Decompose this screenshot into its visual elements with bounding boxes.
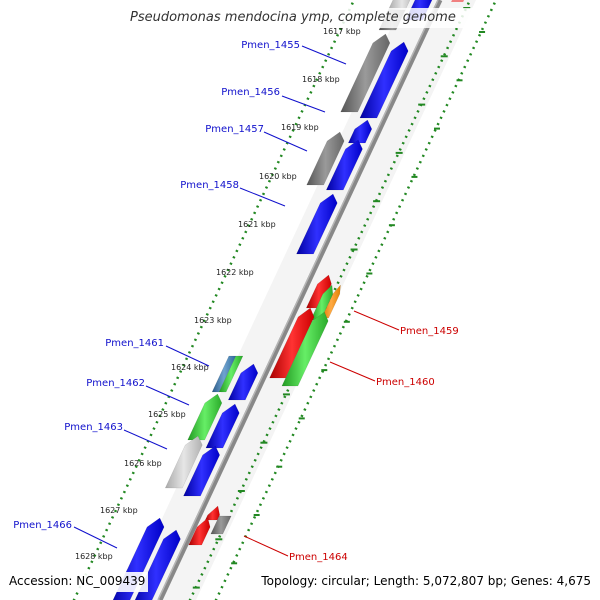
gene-label[interactable]: Pmen_1463 [64,422,123,433]
dotted-track-lines [72,0,498,600]
gene-label[interactable]: Pmen_1458 [180,180,239,191]
gene-label[interactable]: Pmen_1457 [205,124,264,135]
gene-feature-pmen-1464[interactable] [210,515,232,535]
tick-label: 1617 kbp [323,27,361,36]
gene-labels: Pmen_1455 Pmen_1456 Pmen_1457 Pmen_1458 … [13,40,458,563]
genome-backbone-highlight [157,0,439,600]
gene-label[interactable]: Pmen_1462 [86,378,145,389]
tick-label: 1622 kbp [216,268,254,277]
footer-backdrop-right [258,572,596,592]
gene-feature-red[interactable] [188,517,211,546]
tick-label: 1624 kbp [171,363,209,372]
leader-line [243,535,289,557]
leader-line [263,131,308,152]
gene-feature-red[interactable] [204,505,220,521]
tick-labels: 1617 kbp 1618 kbp 1619 kbp 1620 kbp 1621… [75,27,361,561]
leader-line [165,345,210,367]
leader-line [281,95,326,113]
gene-label[interactable]: Pmen_1464 [289,552,348,563]
accession-text: Accession: NC_009439 [9,574,146,588]
gene-feature-blue[interactable] [183,445,220,497]
gene-label[interactable]: Pmen_1455 [241,40,300,51]
gene-label-leaders [73,45,400,557]
tick-label: 1623 kbp [194,316,232,325]
gene-label[interactable]: Pmen_1459 [400,326,459,337]
tick-label: 1625 kbp [148,410,186,419]
title-backdrop [126,8,474,28]
gene-feature-red[interactable] [269,307,315,379]
tick-label: 1627 kbp [100,506,138,515]
gene-feature-green[interactable] [218,355,244,393]
gene-feature-pmen-1455[interactable] [340,33,391,113]
genome-backbone [157,0,443,600]
tick-label: 1626 kbp [124,459,162,468]
leader-line [123,429,168,450]
gene-label[interactable]: Pmen_1460 [376,377,435,388]
gene-label[interactable]: Pmen_1466 [13,520,72,531]
footer-backdrop-left [6,572,148,592]
leader-line [353,310,400,331]
tick-label: 1628 kbp [75,552,113,561]
gene-feature-pmen-1456[interactable] [347,119,373,144]
page-title: Pseudomonas mendocina ymp, complete geno… [130,10,456,25]
leader-line [329,361,376,382]
gene-feature-pmen-1460[interactable] [281,311,329,387]
gene-feature-blue[interactable] [205,403,240,449]
gene-label[interactable]: Pmen_1456 [221,87,280,98]
gene-feature-pmen-1462[interactable] [187,393,223,441]
gene-features [112,0,469,600]
gene-feature-pmen-1458[interactable] [296,193,338,255]
tick-label: 1621 kbp [238,220,276,229]
gene-label[interactable]: Pmen_1461 [105,338,164,349]
leader-line [239,187,286,207]
gene-feature-pink[interactable] [451,0,469,2]
tick-label: 1620 kbp [259,172,297,181]
gene-feature-blue[interactable] [227,363,259,401]
leader-line [73,526,118,549]
gene-feature-blue[interactable] [325,139,363,191]
gene-feature-pmen-1457[interactable] [306,131,345,186]
tick-label: 1619 kbp [281,123,319,132]
leader-line [301,45,347,65]
genome-summary-text: Topology: circular; Length: 5,072,807 bp… [261,574,591,588]
tick-label: 1618 kbp [302,75,340,84]
leader-line [145,385,190,406]
gene-feature-blue[interactable] [359,41,409,119]
gene-feature-pmen-1463[interactable] [164,435,203,489]
